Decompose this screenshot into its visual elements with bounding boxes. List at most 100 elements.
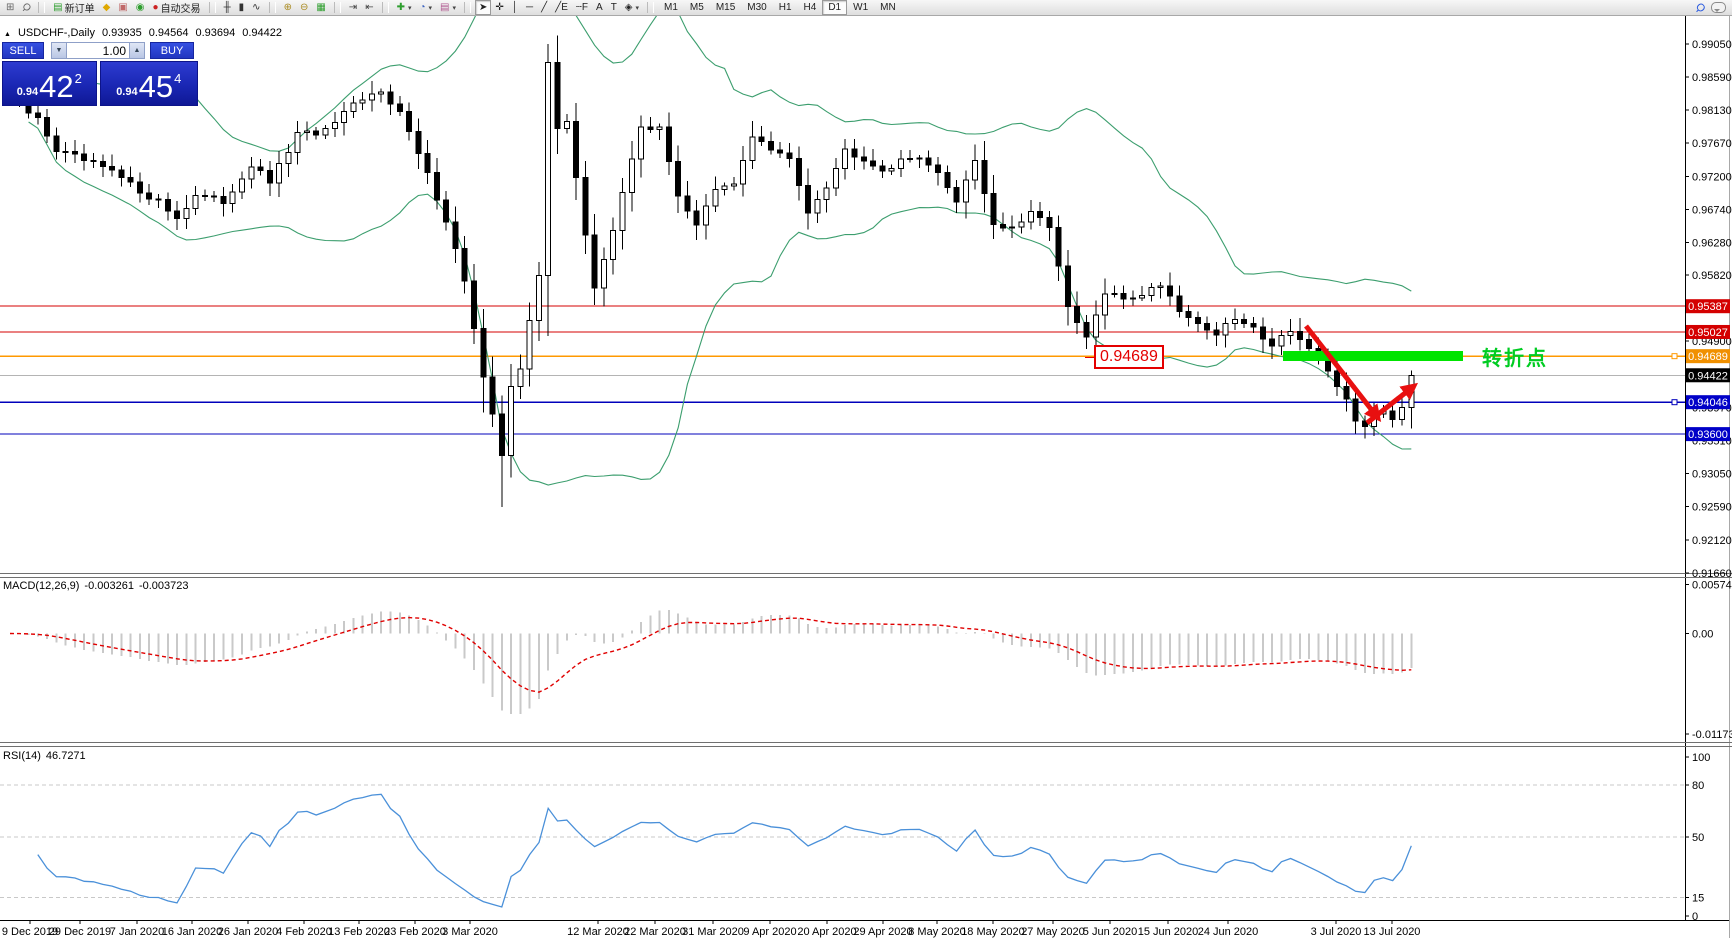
horizontal-line-icon[interactable]: ─ (522, 0, 537, 15)
candle-body (109, 166, 116, 171)
fibonacci-icon[interactable]: ┄F (572, 0, 592, 15)
price-badge-label: 0.94689 (1688, 351, 1728, 363)
broadcast-icon[interactable]: ◉ (132, 0, 149, 15)
candle-body (1204, 322, 1211, 331)
candle-body (62, 150, 69, 153)
line-chart-icon[interactable]: ∿ (248, 0, 264, 15)
cleanup-chart-icon[interactable]: ◆ (99, 0, 115, 15)
volume-increase-button[interactable]: ▲ (129, 42, 145, 59)
tile-windows-icon[interactable]: ▦ (312, 0, 329, 15)
arrows-icon: ◈ (624, 1, 633, 13)
zoom-in-icon[interactable]: ⊕ (280, 0, 296, 15)
sell-button[interactable]: SELL (2, 42, 44, 59)
timeframe-toolbar: M1 M5 M15 M30 H1 H4 D1 W1 MN (656, 0, 904, 15)
templates-icon[interactable]: ▤ ▾ (436, 0, 460, 15)
date-tick-label: 15 Jun 2020 (1138, 926, 1199, 938)
bar-chart-icon[interactable]: ╫ (220, 0, 235, 15)
timeframe-m15[interactable]: M15 (715, 2, 736, 13)
sell-price-display[interactable]: 0.94 42 2 (2, 61, 97, 106)
indicators-icon: ✚ (396, 1, 405, 13)
cursor-icon[interactable]: ➤ (475, 0, 492, 15)
panel-splitter[interactable] (0, 742, 1732, 747)
auto-scroll-icon[interactable]: ⇥ (345, 0, 361, 15)
turning-point-text[interactable]: 转折点 (1482, 348, 1548, 370)
line-handle[interactable] (1671, 353, 1678, 360)
macd-tick-label: 0.00 (1692, 629, 1713, 641)
text-label-icon[interactable]: T (607, 0, 621, 15)
crosshair-icon: ✛ (495, 1, 504, 13)
chart-window-icon[interactable]: ⊞ (2, 0, 18, 15)
search-icon[interactable]: Ϙ (1693, 0, 1708, 15)
date-tick-label: 22 Mar 2020 (624, 926, 686, 938)
timeframe-m5[interactable]: M5 (689, 2, 704, 13)
crosshair-icon[interactable]: ✛ (491, 0, 507, 15)
arrows-icon[interactable]: ◈ ▾ (621, 0, 643, 15)
candle-body (758, 136, 765, 142)
candle-body (628, 158, 635, 193)
text-icon[interactable]: A (592, 0, 607, 15)
preview-icon[interactable]: Ϙ (18, 0, 34, 15)
candle-body (350, 102, 357, 112)
timeframe-h1[interactable]: H1 (778, 2, 792, 13)
timeframe-mn[interactable]: MN (880, 2, 896, 13)
mailbox-icon[interactable]: ▣ (114, 0, 131, 15)
rsi-panel-area[interactable] (0, 747, 1685, 920)
zoom-out-icon[interactable]: ⊖ (296, 0, 312, 15)
candlestick-chart-icon[interactable]: ▮ (235, 0, 249, 15)
price-tick-label: 0.94900 (1692, 336, 1732, 348)
price-tick-label: 0.95820 (1692, 270, 1732, 282)
chart-shift-icon[interactable]: ⇤ (361, 0, 377, 15)
red-arrow[interactable] (1304, 324, 1382, 423)
volume-decrease-button[interactable]: ▼ (51, 42, 67, 59)
turning-point-bar[interactable] (1283, 351, 1463, 361)
candle-body (1213, 329, 1220, 336)
candle-body (582, 177, 589, 236)
new-order-button[interactable]: ▤ 新订单 (49, 0, 98, 15)
panel-splitter[interactable] (0, 573, 1732, 578)
candle-body (489, 376, 496, 415)
price-badge-label: 0.95387 (1688, 301, 1728, 313)
symbol-triangle-icon: ▲ (4, 31, 11, 38)
toolbar-right-icons: Ϙ (1693, 0, 1732, 15)
indicators-icon[interactable]: ✚ ▾ (393, 0, 416, 15)
candle-body (897, 158, 904, 169)
chat-icon[interactable] (1711, 2, 1726, 13)
price-level-flag[interactable]: 0.94689 (1085, 345, 1164, 369)
candle-body (127, 176, 134, 183)
candle-body (517, 368, 524, 387)
date-tick-label: 4 Feb 2020 (276, 926, 332, 938)
buy-button[interactable]: BUY (150, 42, 194, 59)
periods-icon[interactable]: ◔ ▾ (415, 0, 436, 15)
buy-price-display[interactable]: 0.94 45 4 (99, 61, 198, 106)
candle-body (1083, 322, 1090, 338)
timeframe-w1[interactable]: W1 (853, 2, 869, 13)
timeframe-m1[interactable]: M1 (664, 2, 678, 13)
candle-body (990, 192, 997, 225)
timeframe-m30[interactable]: M30 (747, 2, 767, 13)
equidistant-channel-icon[interactable]: ╱E (551, 0, 572, 15)
broadcast-icon: ◉ (135, 1, 145, 13)
vertical-line-icon[interactable]: │ (508, 0, 522, 15)
trend-arrows[interactable] (1304, 324, 1419, 425)
timeframe-h4[interactable]: H4 (803, 2, 817, 13)
trendline-icon[interactable]: ╱ (537, 0, 551, 15)
horizontal-level-lines[interactable] (0, 305, 1685, 435)
date-tick-label: 5 Jun 2020 (1083, 926, 1137, 938)
candle-body (276, 162, 283, 184)
volume-input[interactable] (67, 42, 129, 59)
candle-body (1037, 210, 1044, 219)
candle-body (396, 103, 403, 112)
buy-price-prefix: 0.94 (116, 86, 138, 98)
candle-body (563, 120, 570, 129)
red-arrow[interactable] (1365, 382, 1419, 425)
line-handle[interactable] (1671, 399, 1678, 406)
candle-body (294, 131, 301, 153)
candle-body (767, 140, 774, 151)
autotrading-button[interactable]: ● 自动交易 (149, 0, 205, 15)
main-chart-area[interactable] (0, 16, 1685, 573)
macd-panel-area[interactable] (0, 578, 1685, 742)
price-tick-label: 0.92590 (1692, 501, 1732, 513)
timeframe-d1[interactable]: D1 (822, 0, 848, 15)
